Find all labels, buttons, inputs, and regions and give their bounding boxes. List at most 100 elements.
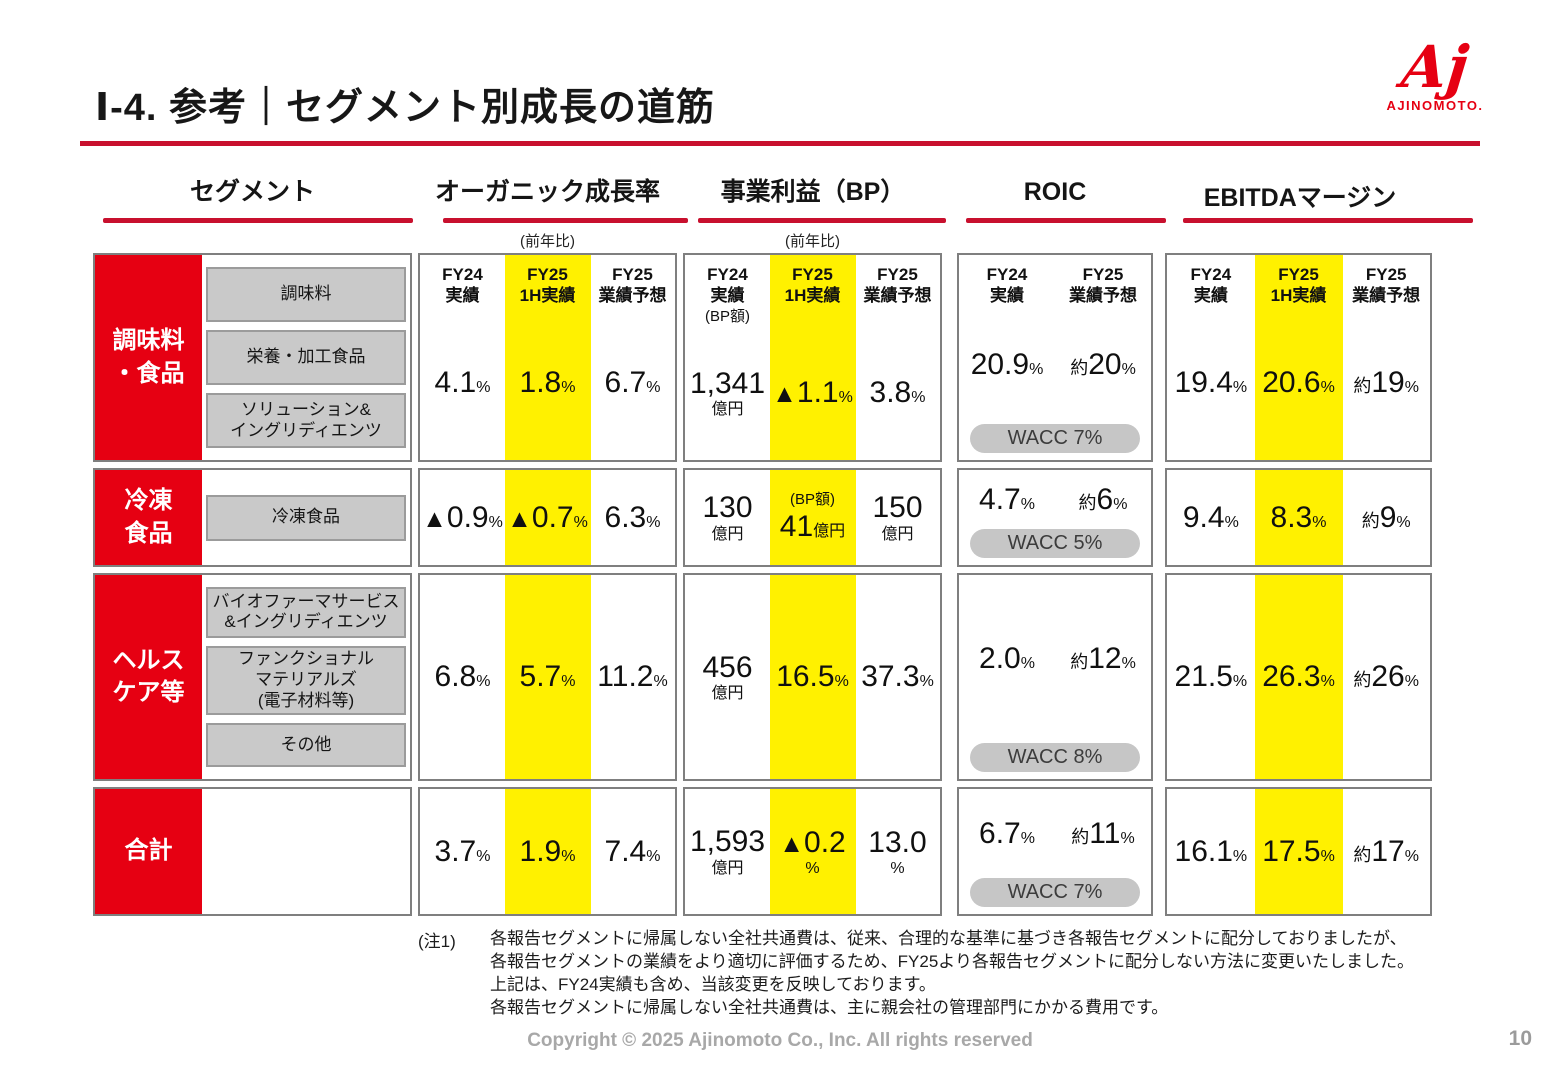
organic-yoy-note: (前年比) bbox=[520, 233, 575, 250]
column-rule bbox=[103, 218, 413, 223]
value-cell: 150 億円 bbox=[872, 491, 923, 543]
value-cell: 37.3% bbox=[861, 660, 934, 694]
value-cell: 20.9% bbox=[970, 348, 1044, 382]
subheader-fy25-1h: FY25 1H実績 bbox=[1270, 265, 1327, 306]
organic-growth-cell-frozen: ▲0.9% ▲0.7% 6.3% bbox=[418, 468, 677, 567]
column-title-segment: セグメント bbox=[189, 178, 315, 206]
footnote-line: 各報告セグメントの業績をより適切に評価するため、FY25より各報告セグメントに配… bbox=[490, 952, 1414, 971]
column-title-business-profit: 事業利益（BP） bbox=[720, 178, 906, 206]
footnote-line: 上記は、FY24実績も含め、当該変更を反映しております。 bbox=[490, 975, 936, 994]
value-cell: 7.4% bbox=[604, 834, 661, 868]
value-cell: 約19% bbox=[1353, 366, 1419, 400]
segment-cell-frozen-foods: 冷凍 食品 冷凍食品 bbox=[93, 468, 412, 567]
subheader-fy25-forecast: FY25 業績予想 bbox=[598, 265, 667, 306]
column-title-roic: ROIC bbox=[1023, 178, 1087, 206]
subheader-fy24: FY24 実績 (BP額) bbox=[685, 264, 770, 326]
value-cell: ▲1.1% bbox=[772, 376, 853, 410]
value-cell: 約20% bbox=[1070, 348, 1136, 382]
segment-cell-seasonings-foods: 調味料 ・食品 調味料 栄養・加工食品 ソリューション& イングリディエンツ bbox=[93, 253, 412, 462]
value-cell: 約6% bbox=[1078, 482, 1128, 516]
roic-cell-total: 6.7% 約11% WACC 7% bbox=[957, 787, 1153, 916]
value-cell: 1,593 億円 bbox=[689, 825, 766, 877]
value-cell: 1.9% bbox=[519, 834, 576, 868]
value-cell: ▲0.7% bbox=[507, 500, 588, 534]
subheader-fy25-forecast: FY25 業績予想 bbox=[1069, 265, 1137, 306]
ajinomoto-mark-icon: Aj bbox=[1398, 33, 1472, 101]
segment-table: 調味料 ・食品 調味料 栄養・加工食品 ソリューション& イングリディエンツ F… bbox=[93, 253, 1432, 916]
value-cell: 5.7% bbox=[519, 660, 576, 694]
subheader-fy24: FY24 実績 bbox=[1190, 265, 1232, 306]
column-rule bbox=[443, 218, 688, 223]
wacc-badge: WACC 7% bbox=[969, 878, 1141, 907]
ebitda-cell-healthcare: 21.5% 26.3% 約26% bbox=[1165, 573, 1432, 781]
organic-growth-cell-seasonings: FY24 実績 FY25 1H実績 FY25 業績予想 4.1% 1.8% 6.… bbox=[418, 253, 677, 462]
footnote-line: 各報告セグメントに帰属しない全社共通費は、従来、合理的な基準に基づき各報告セグメ… bbox=[490, 929, 1407, 948]
column-title-ebitda-margin: EBITDAマージン bbox=[1203, 184, 1397, 212]
sub-segment-box: ファンクショナル マテリアルズ (電子材料等) bbox=[206, 645, 406, 715]
bp-amount-note: (BP額) bbox=[704, 307, 750, 325]
business-profit-cell-total: 1,593 億円 ▲0.2% 13.0% bbox=[683, 787, 942, 916]
highlight-band bbox=[1254, 789, 1344, 914]
value-cell: 16.1% bbox=[1174, 834, 1248, 868]
roic-cell-frozen: 4.7% 約6% WACC 5% bbox=[957, 468, 1153, 567]
segment-label-healthcare: ヘルス ケア等 bbox=[95, 575, 202, 779]
value-cell: 1,341 億円 bbox=[689, 366, 766, 419]
value-cell: 130 億円 bbox=[702, 491, 753, 543]
subheader-fy25-1h: FY25 1H実績 bbox=[784, 265, 841, 306]
subheader-fy25-forecast: FY25 業績予想 bbox=[863, 265, 932, 306]
sub-segment-box: 調味料 bbox=[206, 267, 406, 322]
column-rule bbox=[698, 218, 946, 223]
segment-cell-total: 合計 bbox=[93, 787, 412, 916]
subheader-fy25-1h: FY25 1H実績 bbox=[519, 265, 576, 306]
value-cell: 4.1% bbox=[434, 366, 491, 400]
business-profit-cell-healthcare: 456 億円 16.5% 37.3% bbox=[683, 573, 942, 781]
wacc-badge: WACC 8% bbox=[969, 743, 1141, 772]
value-cell: 9.4% bbox=[1182, 500, 1239, 534]
roic-cell-healthcare: 2.0% 約12% WACC 8% bbox=[957, 573, 1153, 781]
highlight-band bbox=[1254, 575, 1344, 779]
business-profit-cell-frozen: 130 億円 (BP額) 41億円 150 億円 bbox=[683, 468, 942, 567]
highlight-band bbox=[770, 789, 856, 914]
sub-segment-box: バイオファーマサービス &イングリディエンツ bbox=[206, 587, 406, 638]
organic-growth-cell-total: 3.7% 1.9% 7.4% bbox=[418, 787, 677, 916]
value-cell: 約11% bbox=[1071, 816, 1135, 850]
value-cell: 19.4% bbox=[1174, 366, 1248, 400]
highlight-band bbox=[1254, 470, 1344, 565]
value-cell: 2.0% bbox=[979, 642, 1035, 676]
segment-label-frozen-foods: 冷凍 食品 bbox=[95, 470, 202, 565]
value-cell: (BP額) 41億円 bbox=[770, 490, 855, 543]
segment-label-seasonings-foods: 調味料 ・食品 bbox=[95, 255, 202, 460]
value-cell: 約26% bbox=[1353, 660, 1419, 694]
page-title: Ⅰ-4. 参考｜セグメント別成長の道筋 bbox=[95, 87, 716, 129]
value-cell: 3.7% bbox=[434, 834, 491, 868]
subheader-fy25-forecast: FY25 業績予想 bbox=[1352, 265, 1421, 306]
sub-segment-box: ソリューション& イングリディエンツ bbox=[206, 393, 406, 448]
bp-yoy-note: (前年比) bbox=[785, 233, 840, 250]
ajinomoto-logo: Aj AJINOMOTO. bbox=[1380, 33, 1490, 113]
value-cell: 6.3% bbox=[604, 500, 661, 534]
subheader-fy24: FY24 実績 bbox=[442, 265, 483, 306]
segment-cell-healthcare: ヘルス ケア等 バイオファーマサービス &イングリディエンツ ファンクショナル … bbox=[93, 573, 412, 781]
value-cell: 11.2% bbox=[597, 660, 668, 694]
footnote-text: 各報告セグメントに帰属しない全社共通費は、従来、合理的な基準に基づき各報告セグメ… bbox=[490, 927, 1490, 1019]
value-cell: 6.7% bbox=[979, 816, 1035, 850]
value-cell: 3.8% bbox=[869, 376, 926, 410]
page-number: 10 bbox=[1508, 1027, 1532, 1050]
highlight-band bbox=[505, 255, 591, 460]
value-cell: 16.5% bbox=[776, 660, 849, 694]
value-cell: ▲0.9% bbox=[422, 500, 503, 534]
value-cell: 6.8% bbox=[434, 660, 491, 694]
highlight-band bbox=[505, 575, 591, 779]
footnote-label: (注1) bbox=[418, 932, 456, 951]
value-cell: 約12% bbox=[1070, 642, 1136, 676]
value-cell: 約9% bbox=[1361, 500, 1411, 534]
ebitda-cell-seasonings: FY24 実績 FY25 1H実績 FY25 業績予想 19.4% 20.6% … bbox=[1165, 253, 1432, 462]
highlight-band bbox=[770, 255, 856, 460]
business-profit-cell-seasonings: FY24 実績 (BP額) FY25 1H実績 FY25 業績予想 1,341 億円… bbox=[683, 253, 942, 462]
bp-amount-note: (BP額) bbox=[789, 490, 835, 508]
value-cell: 456 億円 bbox=[702, 650, 753, 703]
title-rule bbox=[80, 141, 1480, 146]
copyright-text: Copyright © 2025 Ajinomoto Co., Inc. All… bbox=[527, 1030, 1033, 1051]
wacc-badge: WACC 7% bbox=[969, 424, 1141, 453]
ebitda-cell-total: 16.1% 17.5% 約17% bbox=[1165, 787, 1432, 916]
